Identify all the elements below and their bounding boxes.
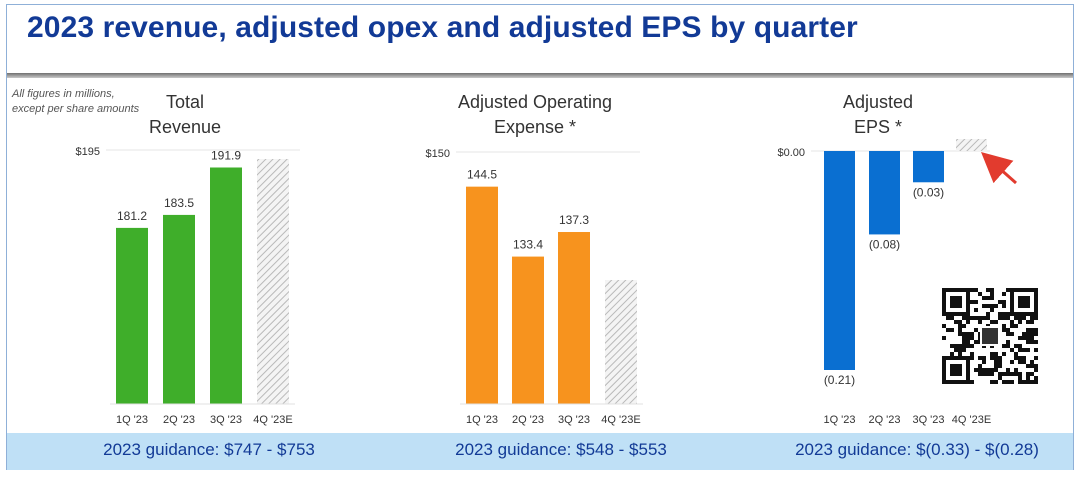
eps-category-label-3: 3Q '23 bbox=[912, 414, 944, 426]
revenue-category-label-3: 3Q '23 bbox=[210, 414, 242, 426]
opex-data-label-1: 144.5 bbox=[467, 168, 497, 182]
units-note: All figures in millions, except per shar… bbox=[12, 87, 139, 117]
opex-category-label-1: 1Q '23 bbox=[466, 414, 498, 426]
units-note-line-1: All figures in millions, bbox=[12, 88, 115, 100]
revenue-y-tick-label: $195 bbox=[76, 146, 100, 158]
slide-title: 2023 revenue, adjusted opex and adjusted… bbox=[27, 11, 858, 44]
eps-chart-title-line-1: Adjusted bbox=[843, 92, 913, 112]
opex-data-label-2: 133.4 bbox=[513, 238, 543, 252]
opex-bar-3 bbox=[558, 232, 590, 404]
revenue-data-label-3: 191.9 bbox=[211, 148, 241, 162]
charts-canvas: Total Revenue $195 181.2 1Q '23 183.5 2Q '23 19… bbox=[76, 92, 1017, 426]
eps-chart-title-line-2: EPS * bbox=[854, 117, 902, 137]
eps-bar-estimate bbox=[956, 139, 987, 151]
annotation-arrow-icon bbox=[981, 152, 1017, 185]
revenue-data-label-1: 181.2 bbox=[117, 209, 147, 223]
eps-data-label-1: (0.21) bbox=[824, 373, 855, 387]
opex-chart-title-line-1: Adjusted Operating bbox=[458, 92, 612, 112]
opex-y-tick-label: $150 bbox=[426, 148, 450, 160]
opex-category-label-4: 4Q '23E bbox=[601, 414, 640, 426]
eps-bar-3 bbox=[913, 151, 944, 183]
qr-code-icon bbox=[942, 288, 1038, 384]
eps-bar-1 bbox=[824, 151, 855, 370]
eps-chart: Adjusted EPS * $0.00 (0.21) 1Q '23 (0.08) 2Q '… bbox=[777, 92, 991, 426]
revenue-chart-title-line-1: Total bbox=[166, 92, 204, 112]
opex-chart: Adjusted Operating Expense * $150 144.5 1Q '… bbox=[426, 92, 643, 426]
revenue-data-label-2: 183.5 bbox=[164, 196, 194, 210]
opex-category-label-2: 2Q '23 bbox=[512, 414, 544, 426]
opex-data-label-3: 137.3 bbox=[559, 213, 589, 227]
opex-bar-estimate bbox=[605, 280, 637, 404]
revenue-category-label-4: 4Q '23E bbox=[253, 414, 292, 426]
revenue-bar-estimate bbox=[257, 159, 289, 404]
revenue-chart: Total Revenue $195 181.2 1Q '23 183.5 2Q '23 19… bbox=[76, 92, 300, 426]
revenue-bar-2 bbox=[163, 214, 195, 404]
opex-bar-1 bbox=[466, 186, 498, 404]
revenue-guidance: 2023 guidance: $747 - $753 bbox=[103, 440, 315, 459]
opex-chart-title-line-2: Expense * bbox=[494, 117, 576, 137]
revenue-bar-1 bbox=[116, 227, 148, 404]
eps-bar-2 bbox=[869, 151, 900, 235]
revenue-category-label-2: 2Q '23 bbox=[163, 414, 195, 426]
opex-guidance: 2023 guidance: $548 - $553 bbox=[455, 440, 667, 459]
opex-category-label-3: 3Q '23 bbox=[558, 414, 590, 426]
opex-bar-2 bbox=[512, 256, 544, 404]
eps-y-tick-label: $0.00 bbox=[777, 147, 805, 159]
revenue-category-label-1: 1Q '23 bbox=[116, 414, 148, 426]
guidance-bar: 2023 guidance: $747 - $753 2023 guidance… bbox=[7, 433, 1073, 470]
eps-guidance: 2023 guidance: $(0.33) - $(0.28) bbox=[795, 440, 1039, 459]
eps-data-label-3: (0.03) bbox=[913, 185, 944, 199]
eps-category-label-2: 2Q '23 bbox=[868, 414, 900, 426]
eps-category-label-4: 4Q '23E bbox=[952, 414, 991, 426]
revenue-chart-title-line-2: Revenue bbox=[149, 117, 221, 137]
revenue-bar-3 bbox=[210, 167, 242, 404]
title-divider bbox=[7, 73, 1073, 78]
units-note-line-2: except per share amounts bbox=[12, 103, 140, 115]
eps-data-label-2: (0.08) bbox=[869, 237, 900, 251]
eps-category-label-1: 1Q '23 bbox=[823, 414, 855, 426]
